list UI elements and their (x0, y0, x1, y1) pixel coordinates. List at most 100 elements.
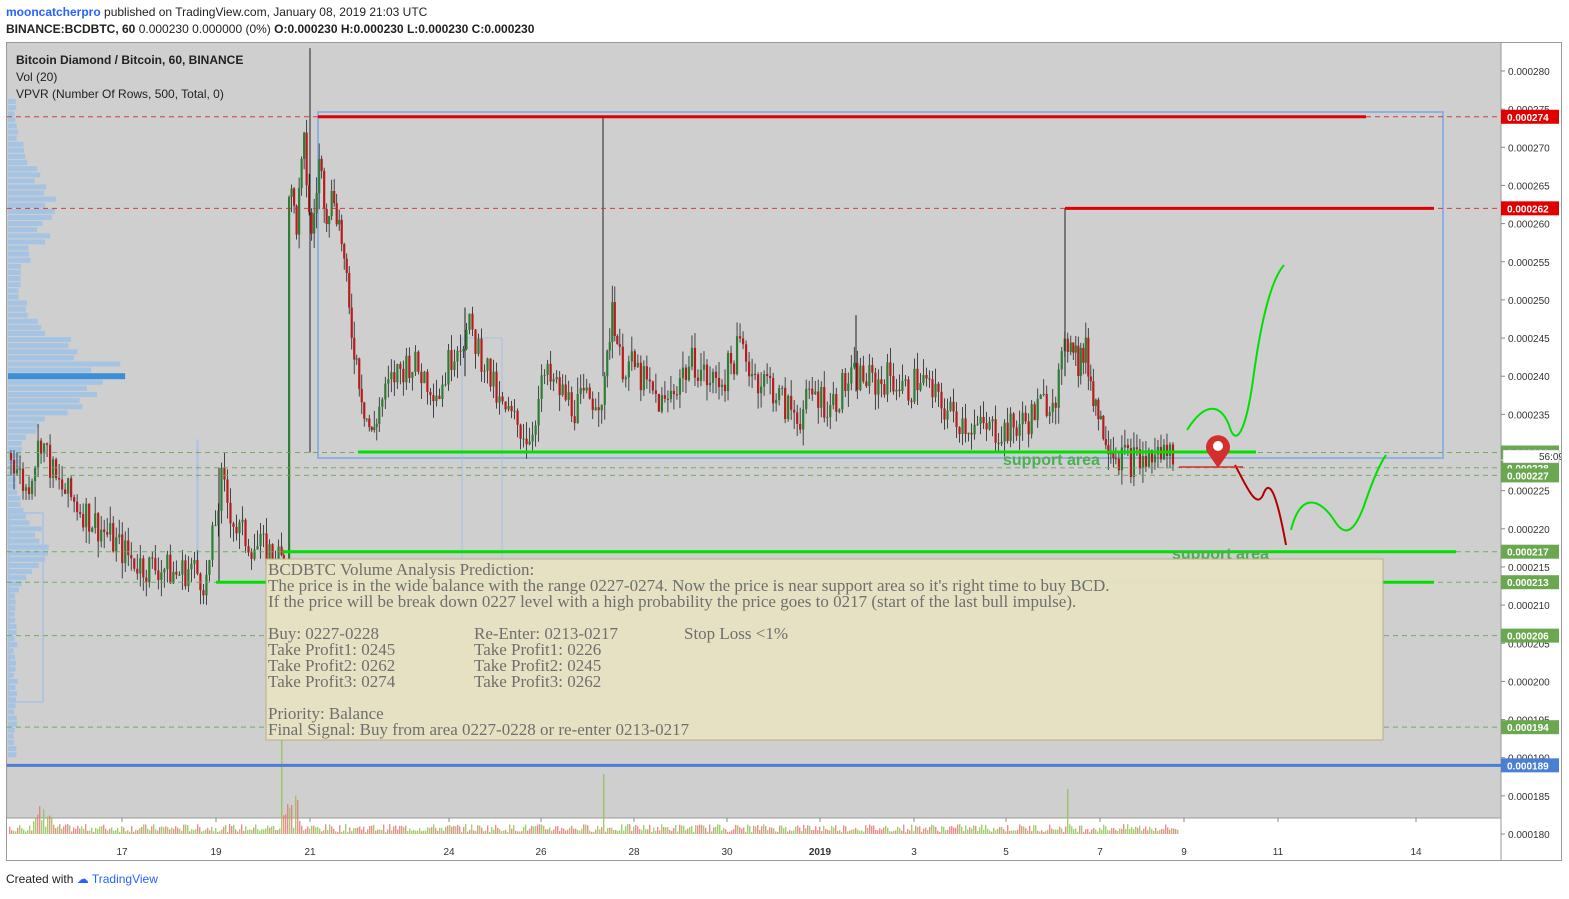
volume-bar (541, 824, 543, 834)
candle-body (136, 568, 139, 574)
author-link[interactable]: mooncatcherpro (6, 5, 101, 19)
volume-bar (481, 827, 483, 834)
volume-bar (771, 827, 773, 834)
vpvr-bar (8, 477, 17, 483)
vpvr-bar (8, 410, 68, 416)
y-tick-label: 0.000265 (1508, 181, 1550, 192)
candle-body (196, 560, 199, 574)
candle-body (901, 380, 904, 392)
candle-body (1003, 422, 1006, 442)
candle-body (330, 190, 333, 217)
volume-bar (167, 827, 169, 834)
price-chart[interactable]: 0.0002800.0002750.0002700.0002650.000260… (7, 43, 1561, 860)
volume-bar (735, 824, 737, 834)
volume-bar (247, 830, 249, 834)
candle-body (937, 383, 940, 392)
balance-range-box (317, 111, 1444, 459)
note-buy: Buy: 0227-0228 (268, 624, 379, 643)
candle-body (335, 203, 338, 225)
candle-body (802, 409, 805, 430)
volume-bar (1175, 829, 1177, 834)
volume-bar (25, 831, 27, 834)
volume-bar (969, 827, 971, 834)
volume-bar (319, 828, 321, 834)
vpvr-bar (8, 147, 24, 153)
candle-body (528, 441, 531, 445)
candle-body (133, 558, 136, 569)
tradingview-link[interactable]: TradingView (91, 872, 158, 886)
vpvr-bar (8, 733, 14, 739)
y-tick-label: 0.000210 (1508, 601, 1550, 612)
volume-bar (45, 826, 47, 834)
candle-body (841, 373, 844, 410)
volume-bar (1173, 828, 1175, 834)
volume-bar (1027, 830, 1029, 834)
vpvr-bar (8, 581, 22, 587)
prediction-note[interactable]: BCDBTC Volume Analysis Prediction: The p… (265, 558, 1384, 741)
volume-bar (791, 830, 793, 834)
volume-bar (579, 830, 581, 834)
candle-body (303, 132, 306, 159)
volume-bar (59, 824, 61, 834)
volume-bar (991, 831, 993, 834)
vpvr-bar (8, 703, 16, 709)
candle-body (633, 351, 636, 367)
volume-bar (747, 824, 749, 834)
candle-body (627, 361, 630, 378)
candle-body (70, 478, 73, 498)
volume-bar (311, 825, 313, 834)
volume-bar (11, 830, 13, 834)
candle-body (732, 363, 736, 375)
volume-bar (415, 830, 417, 834)
volume-bar (1177, 829, 1179, 834)
volume-bar (947, 829, 949, 834)
volume-bar (803, 824, 805, 834)
volume-bar (261, 829, 263, 834)
volume-bar (931, 824, 933, 834)
candle-body (58, 478, 61, 480)
vpvr-bar (8, 208, 55, 214)
volume-bar (767, 830, 769, 834)
candle-body (429, 391, 432, 396)
note-line-2: If the price will be break down 0227 lev… (268, 592, 1076, 611)
volume-bar (547, 829, 549, 834)
candle-body (1120, 447, 1123, 471)
volume-bar (531, 825, 533, 834)
volume-bar (1129, 828, 1131, 834)
candle-body (39, 440, 43, 454)
volume-bar (61, 828, 63, 834)
candle-body (298, 188, 301, 235)
candle-body (1104, 439, 1107, 446)
candle-body (30, 480, 34, 495)
candle-body (417, 351, 420, 372)
volume-bar (355, 828, 357, 834)
volume-bar (885, 825, 887, 834)
chart-frame[interactable]: 0.0002800.0002750.0002700.0002650.000260… (6, 42, 1562, 861)
candle-body (465, 329, 468, 350)
volume-bar (929, 826, 931, 834)
volume-bar (671, 831, 673, 834)
volume-bar (221, 829, 223, 834)
volume-bar (577, 829, 579, 834)
candle-body (247, 546, 250, 553)
volume-bar (363, 826, 365, 834)
volume-bar (1107, 830, 1109, 834)
candle-body (608, 342, 611, 351)
volume-bar (153, 824, 155, 834)
volume-bar (67, 824, 69, 834)
y-tick-label: 0.000240 (1508, 372, 1550, 383)
volume-bar (37, 814, 39, 834)
volume-bar (983, 829, 985, 834)
vpvr-bar (8, 636, 15, 642)
volume-bar (185, 824, 187, 834)
volume-bar (517, 831, 519, 834)
volume-bar (55, 828, 57, 834)
volume-bar (941, 826, 943, 834)
volume-bar (651, 831, 653, 834)
volume-bar (421, 831, 423, 834)
price-tag-text: 0.000213 (1507, 578, 1549, 589)
candle-body (1057, 369, 1060, 408)
volume-bar (189, 831, 191, 834)
note-tp3-b: Take Profit3: 0262 (474, 672, 601, 691)
candle-body (639, 362, 642, 391)
